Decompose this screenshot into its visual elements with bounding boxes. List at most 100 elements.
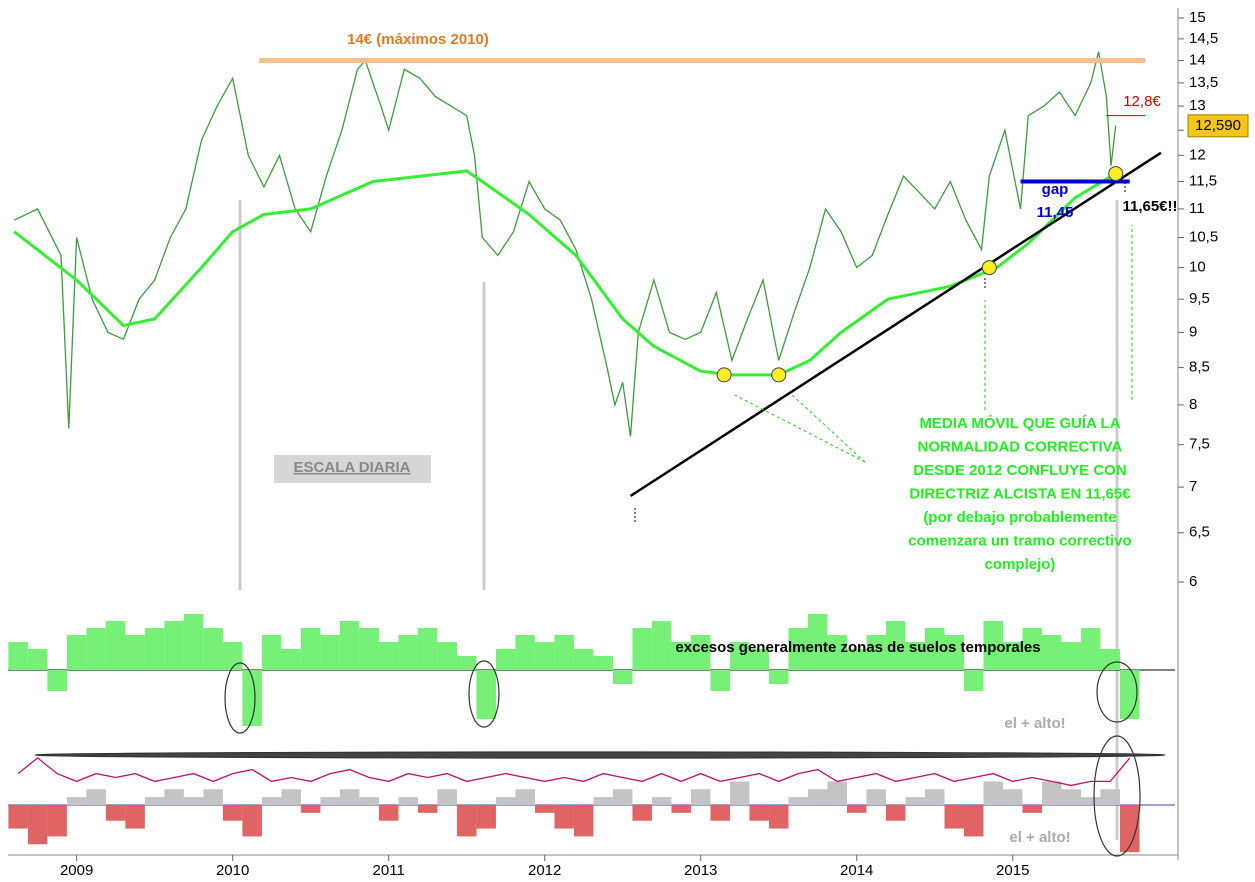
bar [281,649,301,670]
bar [807,614,828,670]
bar [632,805,652,821]
bar [320,797,340,805]
y-tick-label: 12 [1189,146,1206,163]
bar [554,805,574,829]
annotation: 14€ (máximos 2010) [347,31,489,48]
bar [281,789,301,805]
bar [534,642,555,670]
bar [300,805,321,813]
trend-line [629,151,1162,498]
bar [1022,628,1042,670]
bar [534,805,555,813]
ellipses [34,660,1166,857]
x-tick-label: 2015 [996,862,1029,879]
bar [690,635,711,670]
y-tick-label: 15 [1189,9,1206,26]
bar [1061,642,1082,670]
annotation: DESDE 2012 CONFLUYE CON [913,462,1126,479]
ellipse [468,660,500,728]
bar [398,797,418,805]
arrow [734,394,866,463]
bar [1081,797,1101,805]
bar [651,797,672,805]
bar [66,797,87,805]
x-tick-label: 2011 [373,862,405,879]
bar [203,628,223,670]
bar [905,642,925,670]
annotation: 12,8€ [1123,93,1161,110]
y-tick-label: 10 [1189,259,1206,276]
annotation: 11,65€!! [1122,198,1177,215]
bar [593,656,613,670]
x-tick-label: 2009 [60,862,93,879]
bar [788,797,808,805]
bar [905,797,925,805]
bar [1061,789,1082,805]
bar [27,649,48,670]
annotation: MEDIA MÓVIL QUE GUÍA LA [919,414,1120,432]
bar [612,789,633,805]
bar [222,805,243,821]
bar [339,789,360,805]
bar [359,797,379,805]
bar [1041,781,1062,805]
bar [1100,649,1121,670]
bar [320,635,340,670]
bar [261,635,282,670]
bar [105,805,126,821]
bar [729,781,750,805]
bar [1002,789,1023,805]
bar [456,656,477,670]
bar [807,789,828,805]
annotation: comenzara un tramo correctivo [908,532,1131,549]
annotation: el + alto! [1004,715,1065,732]
bar [846,649,867,670]
ellipse [1096,661,1138,723]
y-tick-label: 8,5 [1189,359,1210,376]
bar [983,781,1003,805]
y-tick-label: 9 [1189,323,1197,340]
touch-point [771,367,787,383]
bar [261,797,282,805]
annotation: 11,45 [1037,204,1074,221]
bar [788,628,808,670]
x-tick-label: 2013 [684,862,717,879]
arrows [734,225,1133,463]
bar [398,635,418,670]
bar [66,635,87,670]
annotation: excesos generalmente zonas de suelos tem… [675,639,1040,656]
y-tick-label: 13 [1189,97,1206,114]
bar [632,628,652,670]
bar [866,789,886,805]
bar [515,635,535,670]
bar [612,670,633,684]
bar [417,805,438,813]
bar [573,805,594,837]
annotation: DIRECTRIZ ALCISTA EN 11,65€ [909,485,1131,502]
bar [924,628,945,670]
bar [573,649,594,670]
x-tick-label: 2012 [528,862,561,879]
bar [963,670,984,691]
bar [378,642,399,670]
y-tick-label: 6,5 [1189,524,1210,541]
bar [8,805,28,829]
bar [827,635,847,670]
bar [476,805,496,829]
y-tick-label: 13,5 [1189,74,1218,91]
bar [242,805,262,837]
bar [144,797,165,805]
bar [222,642,243,670]
y-tick-label: 11 [1189,200,1205,217]
bar [710,670,730,691]
bar [1022,805,1042,813]
bar [593,797,613,805]
line [13,169,1117,377]
bar [164,789,184,805]
bar [183,614,204,670]
bar [359,628,379,670]
bar [476,670,496,719]
arrow [789,392,866,463]
y-tick-label: 9,5 [1189,290,1210,307]
bar [456,805,477,837]
